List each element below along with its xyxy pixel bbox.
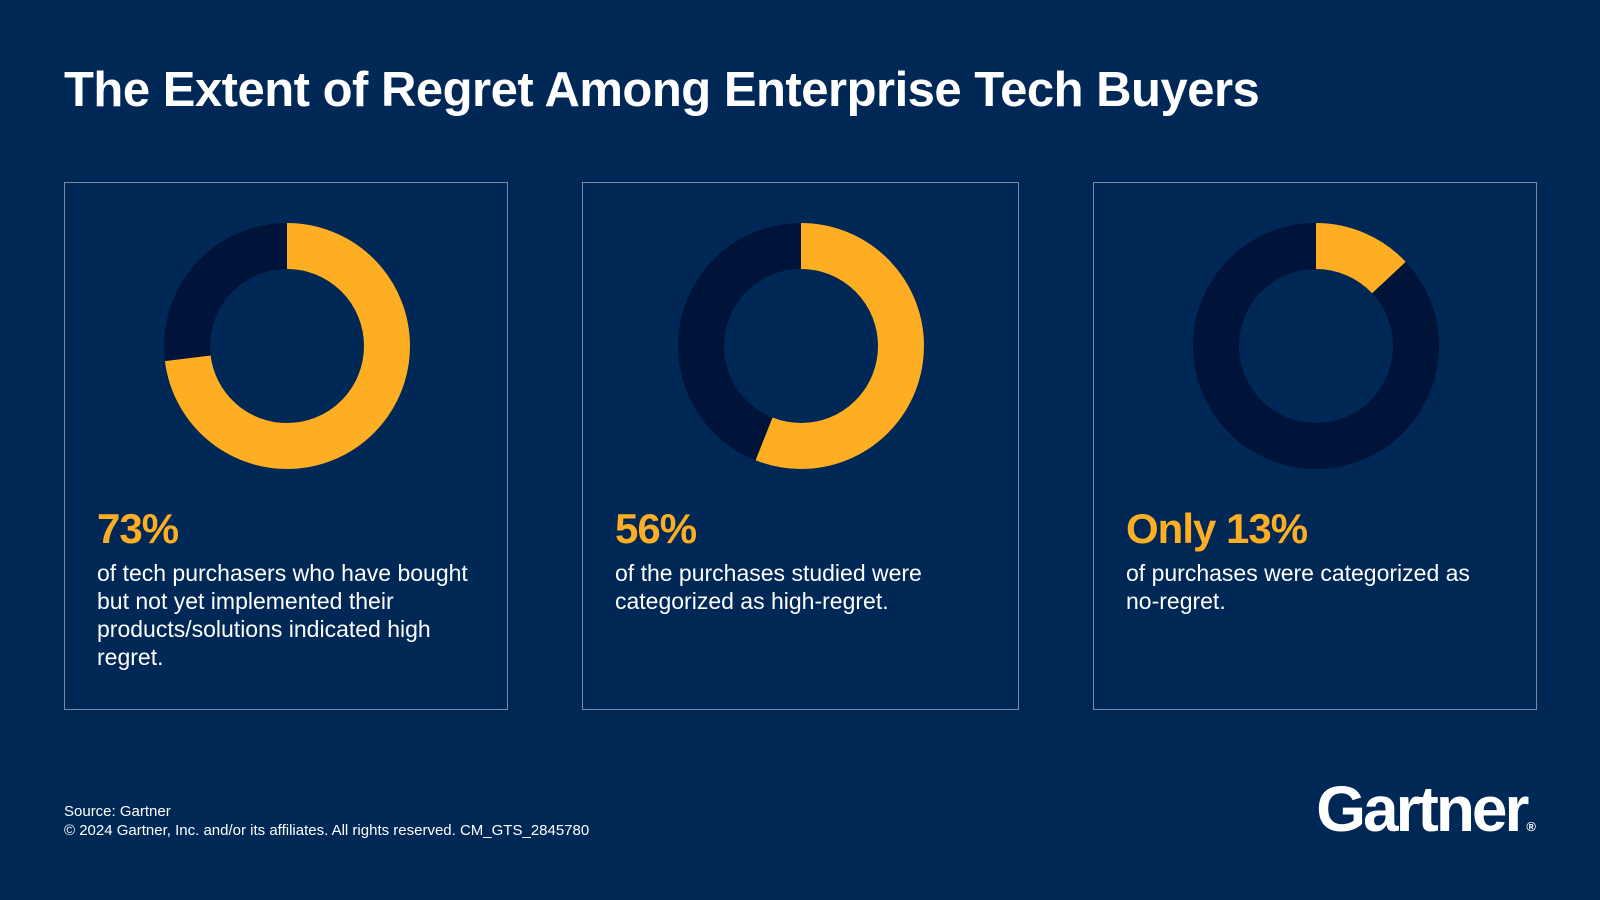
stat-value: Only 13% xyxy=(1126,505,1308,552)
stat-description: of tech purchasers who have bought but n… xyxy=(97,560,468,670)
source-note: Source: Gartner xyxy=(64,803,171,820)
registered-mark: ® xyxy=(1526,819,1536,834)
copyright-note: © 2024 Gartner, Inc. and/or its affiliat… xyxy=(64,822,590,839)
donut-value-arc xyxy=(1193,223,1439,469)
stat-description: of the purchases studied were categorize… xyxy=(615,560,922,614)
stat-description: of purchases were categorized as no-regr… xyxy=(1126,560,1470,614)
donut-chart xyxy=(1193,223,1439,469)
page-title: The Extent of Regret Among Enterprise Te… xyxy=(64,63,1260,117)
stat-value: 56% xyxy=(615,505,697,552)
gartner-logo: Gartner® xyxy=(1316,772,1536,846)
footer: Source: Gartner © 2024 Gartner, Inc. and… xyxy=(64,802,589,840)
donut-chart xyxy=(164,223,410,469)
stat-card-high-regret-unimplemented: 73% of tech purchasers who have bought b… xyxy=(64,182,508,710)
stat-card-no-regret-purchases: Only 13% of purchases were categorized a… xyxy=(1093,182,1537,710)
stat-value: 73% xyxy=(97,505,179,552)
donut-value-arc xyxy=(164,223,410,469)
stat-card-high-regret-purchases: 56% of the purchases studied were catego… xyxy=(582,182,1019,710)
donut-chart xyxy=(678,223,924,469)
logo-text: Gartner xyxy=(1316,773,1529,845)
donut-value-arc xyxy=(678,223,924,469)
